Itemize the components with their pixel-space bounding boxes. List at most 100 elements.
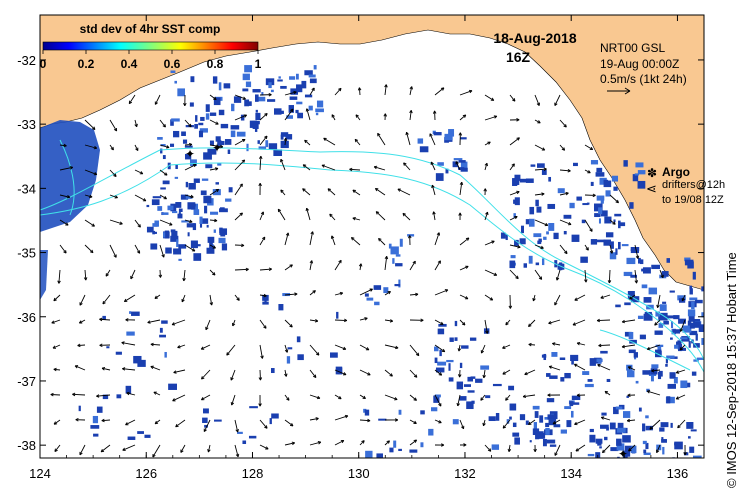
sst-data-cell [582,203,589,206]
sst-data-cell [675,330,681,334]
sst-data-cell [258,96,266,102]
current-arrow [355,114,361,121]
sst-data-cell [289,96,298,100]
sst-data-cell [198,122,204,126]
sst-data-cell [200,190,207,196]
sst-data-cell [566,420,572,428]
sst-data-cell [393,440,397,448]
current-arrow [431,184,436,196]
sst-data-cell [308,105,313,111]
sst-patch-west-lower [40,250,48,300]
current-arrow [656,294,661,309]
sst-data-cell [184,145,193,148]
current-arrow [677,419,686,429]
sst-data-cell [564,372,571,379]
current-arrow [323,137,336,146]
current-arrow [649,419,661,430]
current-arrow [408,235,412,246]
current-arrow [576,341,586,346]
sst-data-cell [203,152,212,160]
sst-data-cell [195,115,198,122]
sst-data-cell [93,433,99,437]
current-arrow [484,115,498,121]
sst-data-cell [454,320,458,327]
sst-data-cell [407,234,415,237]
sst-data-cell [173,130,180,138]
sst-data-cell [133,355,142,364]
sst-data-cell [695,299,703,304]
contour-line [40,147,704,361]
sst-data-cell [437,162,444,166]
sst-data-cell [287,347,293,350]
sst-data-cell [315,112,319,116]
sst-data-cell [364,293,369,297]
current-arrow [280,189,286,196]
sst-data-cell [603,239,612,246]
sst-data-cell [273,108,282,115]
current-arrow [548,319,561,325]
current-arrow [654,319,661,326]
sst-data-cell [270,89,274,93]
sst-data-cell [495,412,500,421]
current-arrow [84,219,95,227]
lon-tick-label: 126 [135,466,157,481]
sst-data-cell [137,359,146,367]
current-arrow [459,419,465,430]
sst-data-cell [448,377,454,382]
sst-data-cell [157,206,163,211]
sst-data-cell [546,373,551,377]
current-arrow [373,165,386,171]
sst-data-cell [701,312,704,318]
current-arrow [109,144,114,151]
sst-data-cell [590,160,599,165]
sst-data-cell [609,422,616,430]
current-arrow [234,183,243,196]
current-arrow [502,344,511,349]
sst-data-cell [434,346,439,352]
sst-data-cell [161,320,168,324]
current-arrow [409,369,418,378]
sst-data-cell [227,149,231,154]
sst-data-cell [170,70,176,74]
sst-data-cell [528,218,535,227]
sst-data-cell [210,211,219,215]
current-arrow [430,161,436,171]
sst-data-cell [628,349,636,354]
sst-data-cell [170,119,174,126]
current-arrow [628,444,636,452]
sst-data-cell [242,73,250,81]
sst-data-cell [471,400,475,404]
current-arrow [200,344,211,350]
sst-data-cell [430,407,438,412]
sst-data-cell [185,196,193,199]
current-arrow [309,260,314,271]
current-arrow [159,194,167,200]
current-arrow [182,269,186,282]
current-arrow [209,119,219,125]
current-arrow [432,211,436,221]
sst-data-cell [596,195,605,201]
scale-arrow [607,87,631,95]
sst-data-cell [206,247,215,254]
current-arrow [177,344,186,349]
sst-data-cell [535,262,540,266]
current-arrow [96,394,111,398]
sst-data-cell [213,229,216,233]
sst-data-cell [286,356,291,364]
sst-data-cell [569,202,575,209]
sst-data-cell [560,377,565,382]
current-arrow [304,139,311,146]
sst-data-cell [203,195,212,204]
current-arrow [434,87,445,96]
sst-data-cell [549,444,557,447]
credit-text: © IMOS 12-Sep-2018 15:37 Hobart Time [724,252,739,488]
current-arrow [554,94,561,106]
sst-data-cell [137,431,144,434]
sst-data-cell [308,74,316,78]
sst-data-cell [454,337,458,341]
current-arrow [675,394,686,400]
sst-data-cell [267,99,276,102]
current-arrow [409,318,424,322]
current-arrow [359,288,373,296]
current-arrow [259,419,268,429]
